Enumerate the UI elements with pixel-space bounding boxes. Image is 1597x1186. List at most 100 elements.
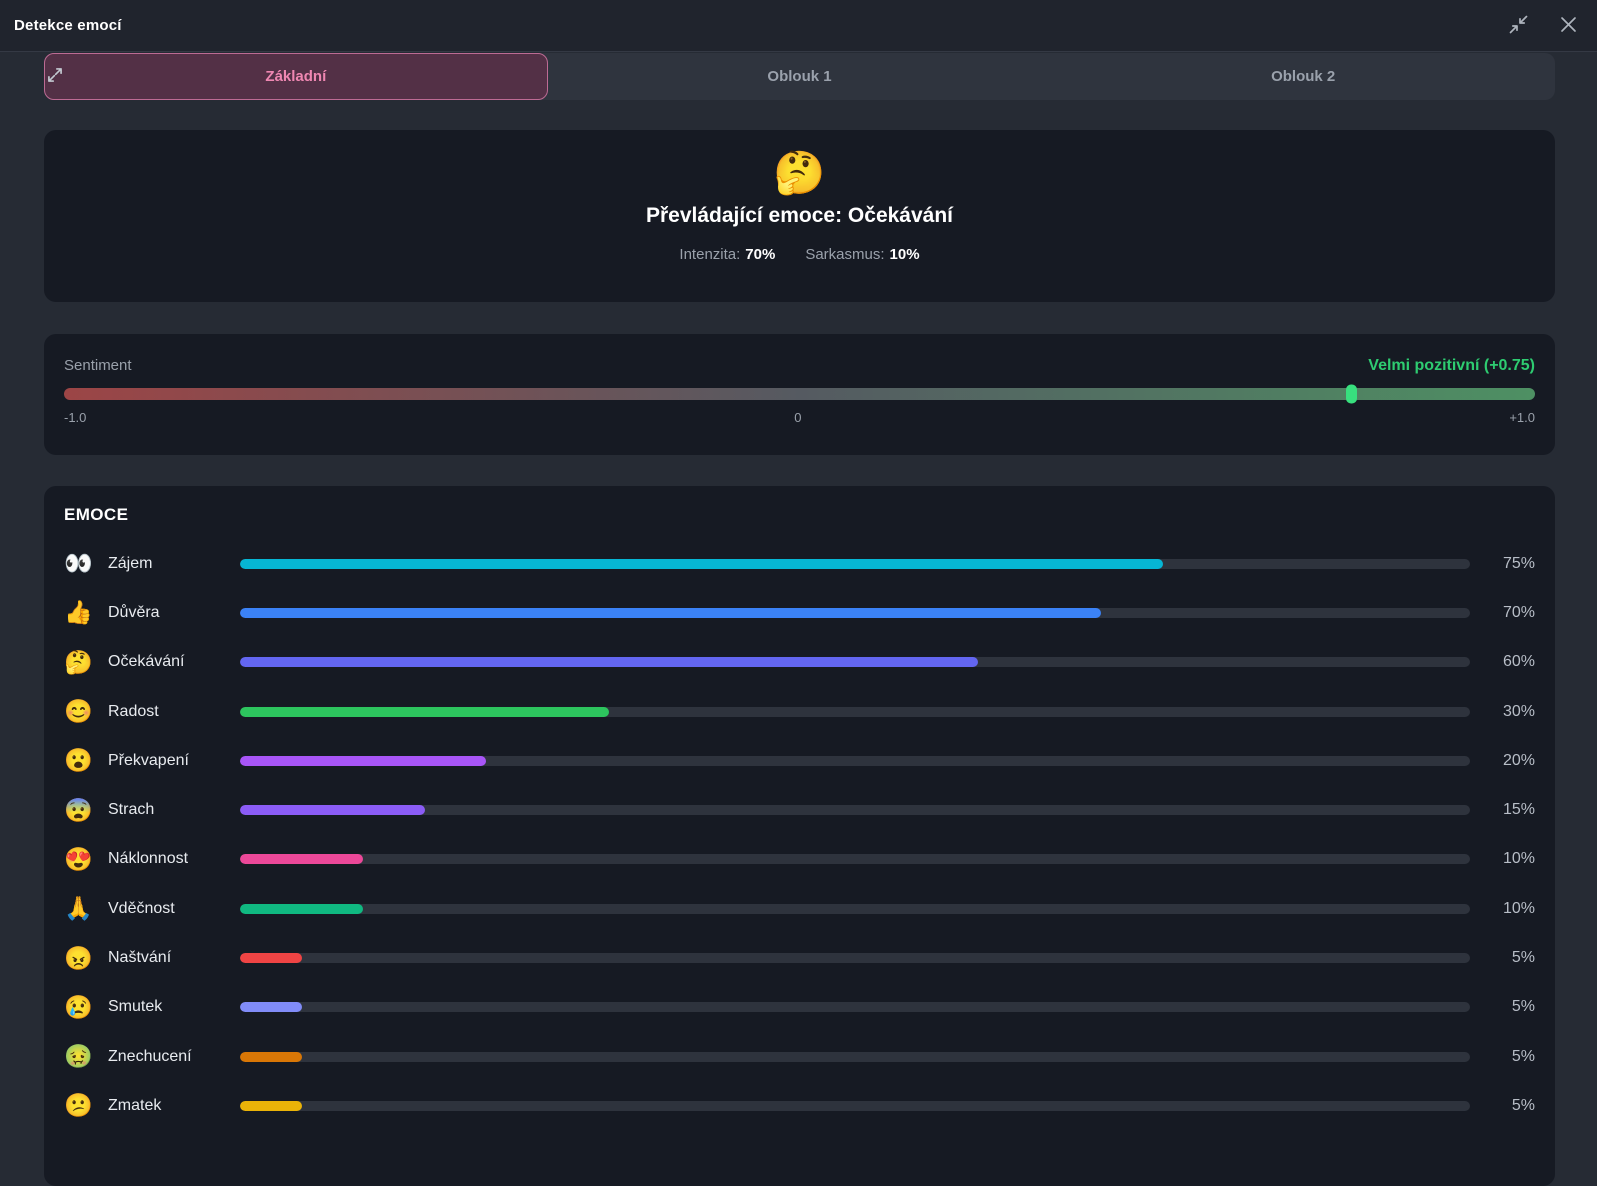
emotion-rows: 👀 Zájem 75% 👍 Důvěra 70% 🤔 Očekávání 60%… xyxy=(64,539,1535,1131)
emotion-row: 😠 Naštvání 5% xyxy=(64,933,1535,982)
emotion-row: 🤢 Znechucení 5% xyxy=(64,1032,1535,1081)
emotion-emoji: 😊 xyxy=(64,698,93,725)
close-window-button[interactable] xyxy=(1558,14,1579,38)
emotion-bar-track xyxy=(240,1002,1470,1013)
dominant-emotion-emoji: 🤔 xyxy=(773,149,826,196)
emotion-percent: 75% xyxy=(1502,554,1535,572)
emotions-card: EMOCE 👀 Zájem 75% 👍 Důvěra 70% 🤔 Očekává… xyxy=(44,486,1555,1186)
tab-oblouk-2[interactable]: Oblouk 2 xyxy=(1051,53,1555,100)
sentiment-slider-thumb[interactable] xyxy=(1346,384,1358,404)
emotion-emoji: 😮 xyxy=(64,747,93,774)
emotion-emoji: 😨 xyxy=(64,796,93,823)
expand-arrows-icon xyxy=(46,68,64,88)
emotion-bar-fill xyxy=(240,903,363,914)
emotion-row: 😮 Překvapení 20% xyxy=(64,736,1535,785)
emotion-emoji: 😕 xyxy=(64,1092,93,1119)
emotion-label: Radost xyxy=(108,702,159,720)
dominant-emotion-card: 🤔 Převládající emoce: Očekávání Intenzit… xyxy=(44,130,1555,302)
emotion-label: Důvěra xyxy=(108,603,160,621)
emotion-label: Překvapení xyxy=(108,751,189,769)
emotion-row: 😨 Strach 15% xyxy=(64,785,1535,834)
emotion-emoji: 😠 xyxy=(64,944,93,971)
emotion-percent: 15% xyxy=(1502,801,1535,819)
emotion-row: 👍 Důvěra 70% xyxy=(64,588,1535,637)
emotion-label: Náklonnost xyxy=(108,850,189,868)
emotion-percent: 10% xyxy=(1502,850,1535,868)
sentiment-label: Sentiment xyxy=(64,357,132,374)
emotion-label: Vděčnost xyxy=(108,899,175,917)
window-titlebar: Detekce emocí xyxy=(0,0,1597,52)
emotion-bar-track xyxy=(240,1100,1470,1111)
emotion-bar-fill xyxy=(240,755,486,766)
sentiment-card: Sentiment Velmi pozitivní (+0.75) -1.0 0… xyxy=(44,334,1555,455)
emotion-percent: 60% xyxy=(1502,653,1535,671)
emotion-label: Zájem xyxy=(108,554,153,572)
emotion-emoji: 😍 xyxy=(64,845,93,872)
emotion-bar-fill xyxy=(240,607,1101,618)
emotion-emoji: 👍 xyxy=(64,599,93,626)
emotion-percent: 5% xyxy=(1511,1096,1535,1114)
sentiment-scale-max: +1.0 xyxy=(1509,410,1535,425)
dominant-emotion-title: Převládající emoce: Očekávání xyxy=(645,204,953,227)
emotion-percent: 5% xyxy=(1511,998,1535,1016)
sarcasm-label: Sarkasmus: xyxy=(805,246,885,263)
emotion-bar-fill xyxy=(240,1100,302,1111)
emotion-row: 😕 Zmatek 5% xyxy=(64,1081,1535,1130)
emotion-percent: 20% xyxy=(1502,751,1535,769)
emotion-bar-track xyxy=(240,854,1470,865)
emotion-row: 👀 Zájem 75% xyxy=(64,539,1535,588)
emotion-bar-track xyxy=(240,657,1470,668)
emotion-emoji: 🙏 xyxy=(64,895,93,922)
sentiment-scale-mid: 0 xyxy=(794,410,802,425)
sentiment-value: Velmi pozitivní (+0.75) xyxy=(1368,357,1535,374)
emotion-label: Strach xyxy=(108,801,155,819)
tab-zakladni[interactable]: Základní xyxy=(44,53,548,100)
emotion-bar-fill xyxy=(240,1002,302,1013)
emotion-label: Znechucení xyxy=(108,1047,192,1065)
emotion-row: 🙏 Vděčnost 10% xyxy=(64,884,1535,933)
sentiment-scale-min: -1.0 xyxy=(64,410,87,425)
emotion-bar-track xyxy=(240,953,1470,964)
emotion-row: 😢 Smutek 5% xyxy=(64,983,1535,1032)
emotion-bar-fill xyxy=(240,657,978,668)
emotion-bar-track xyxy=(240,755,1470,766)
close-icon xyxy=(1560,16,1577,36)
emotion-label: Smutek xyxy=(108,998,163,1016)
emotion-bar-fill xyxy=(240,854,363,865)
emotion-bar-fill xyxy=(240,706,609,717)
emotion-percent: 70% xyxy=(1502,603,1535,621)
emotion-emoji: 🤔 xyxy=(64,648,93,675)
emotions-header: EMOCE xyxy=(64,505,129,524)
sarcasm-value: 10% xyxy=(889,246,920,263)
window-title: Detekce emocí xyxy=(14,17,122,34)
collapse-arrows-icon xyxy=(1509,15,1528,37)
emotion-label: Naštvání xyxy=(108,949,172,967)
emotion-percent: 5% xyxy=(1511,1047,1535,1065)
collapse-window-button[interactable] xyxy=(1507,13,1530,39)
intensity-label: Intenzita: xyxy=(679,246,741,263)
emotion-emoji: 😢 xyxy=(64,993,93,1020)
intensity-value: 70% xyxy=(745,246,776,263)
emotion-bar-track xyxy=(240,607,1470,618)
emotion-bar-fill xyxy=(240,953,302,964)
emotion-bar-fill xyxy=(240,1051,302,1062)
emotion-percent: 10% xyxy=(1502,899,1535,917)
emotion-bar-track xyxy=(240,706,1470,717)
emotion-percent: 30% xyxy=(1502,702,1535,720)
emotion-percent: 5% xyxy=(1511,949,1535,967)
emotion-emoji: 🤢 xyxy=(64,1043,93,1070)
emotion-row: 🤔 Očekávání 60% xyxy=(64,638,1535,687)
emotion-bar-track xyxy=(240,805,1470,816)
emotion-bar-track xyxy=(240,903,1470,914)
expand-button[interactable] xyxy=(46,66,64,84)
emotion-emoji: 👀 xyxy=(64,550,93,577)
tab-oblouk-1[interactable]: Oblouk 1 xyxy=(548,53,1052,100)
emotion-bar-fill xyxy=(240,805,425,816)
sentiment-gradient-bar[interactable] xyxy=(64,384,1535,404)
emotion-label: Očekávání xyxy=(108,653,185,671)
emotion-row: 😍 Náklonnost 10% xyxy=(64,835,1535,884)
emotion-bar-fill xyxy=(240,558,1163,569)
tab-bar: Základní Oblouk 1 Oblouk 2 xyxy=(44,53,1555,100)
intensity-stat: Intenzita: 70% xyxy=(679,246,775,263)
emotion-label: Zmatek xyxy=(108,1096,162,1114)
